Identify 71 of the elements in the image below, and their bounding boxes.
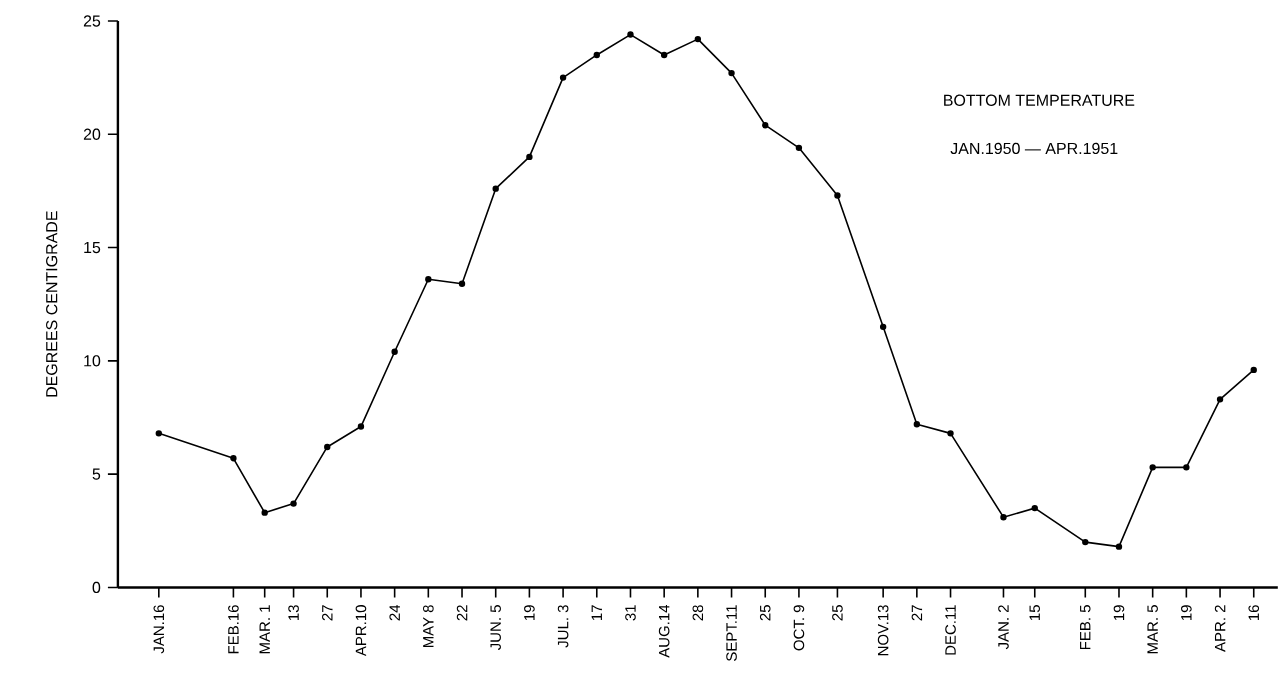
x-tick-label: APR.10 bbox=[355, 604, 367, 656]
x-tick-label: 28 bbox=[692, 604, 704, 621]
x-tick-label: NOV.13 bbox=[877, 604, 889, 656]
x-tick-label: 15 bbox=[1029, 604, 1040, 620]
x-tick-label: 31 bbox=[625, 605, 636, 621]
y-tick-label: 5 bbox=[92, 468, 101, 480]
x-tick-label: JUN. 5 bbox=[490, 604, 501, 650]
x-tick-label: DEC.11 bbox=[945, 605, 956, 655]
x-tick-label: MAY 8 bbox=[423, 604, 434, 647]
point bbox=[458, 280, 466, 287]
x-tick-label: FEB. 5 bbox=[1080, 604, 1091, 649]
point bbox=[728, 69, 735, 77]
text: JAN.1950 — APR.1951 bbox=[950, 142, 1118, 154]
x-tick-label: 19 bbox=[1113, 605, 1125, 620]
point bbox=[230, 454, 237, 462]
y-axis-title: DEGREES CENTIGRADE bbox=[46, 211, 58, 397]
point bbox=[694, 35, 702, 43]
point bbox=[1250, 366, 1257, 373]
point bbox=[425, 275, 432, 283]
x-tick-label: JUL. 3 bbox=[557, 604, 569, 648]
point bbox=[660, 51, 668, 58]
x-tick-label: AUG.14 bbox=[658, 604, 670, 658]
y-tick-label: 0 bbox=[92, 581, 101, 593]
y-tick-label: 20 bbox=[83, 128, 101, 140]
x-tick-label: 24 bbox=[389, 604, 400, 621]
x-tick-label: 16 bbox=[1248, 604, 1260, 620]
point bbox=[1000, 513, 1007, 521]
x-tick-label: 25 bbox=[759, 604, 771, 621]
point bbox=[492, 185, 499, 192]
point bbox=[1031, 504, 1038, 512]
point bbox=[627, 31, 634, 38]
x-tick-label: JAN.16 bbox=[153, 604, 165, 654]
point bbox=[1216, 396, 1224, 403]
x-tick-label: FEB.16 bbox=[228, 604, 239, 654]
point bbox=[391, 348, 398, 355]
x-tick-label: 17 bbox=[591, 605, 602, 620]
x-tick-label: 22 bbox=[456, 605, 468, 621]
point bbox=[762, 121, 769, 129]
point bbox=[1149, 463, 1156, 471]
point bbox=[593, 51, 600, 58]
point bbox=[155, 429, 163, 437]
x-tick-label: 25 bbox=[832, 604, 843, 621]
point bbox=[879, 323, 887, 330]
y-tick-label: 10 bbox=[84, 355, 101, 367]
x-tick-label: 19 bbox=[524, 605, 535, 620]
point bbox=[357, 423, 365, 430]
x-tick-label: APR. 2 bbox=[1214, 605, 1226, 652]
point bbox=[526, 153, 533, 160]
x-tick-label: 13 bbox=[288, 604, 299, 620]
x-tick-label: JAN. 2 bbox=[998, 605, 1009, 650]
y-tick-label: 25 bbox=[83, 15, 101, 27]
point bbox=[834, 192, 841, 199]
x-tick-label: SEPT.11 bbox=[726, 605, 737, 661]
x-tick-label: 27 bbox=[911, 605, 923, 621]
x-tick-label: MAR. 5 bbox=[1147, 604, 1158, 654]
text: BOTTOM TEMPERATURE bbox=[944, 94, 1135, 106]
point bbox=[324, 443, 331, 450]
point bbox=[795, 144, 803, 151]
point bbox=[913, 420, 921, 428]
x-tick-label: 19 bbox=[1181, 605, 1192, 620]
point bbox=[290, 500, 297, 507]
x-tick-label: MAR. 1 bbox=[259, 605, 270, 654]
x-tick-label: OCT. 9 bbox=[793, 605, 805, 651]
point bbox=[1183, 463, 1190, 471]
y-tick-label: 15 bbox=[84, 241, 101, 253]
point bbox=[947, 429, 954, 437]
point bbox=[261, 509, 268, 516]
point bbox=[1082, 538, 1089, 546]
point bbox=[1115, 543, 1123, 550]
x-tick-label: 27 bbox=[322, 605, 333, 621]
point bbox=[559, 74, 567, 81]
